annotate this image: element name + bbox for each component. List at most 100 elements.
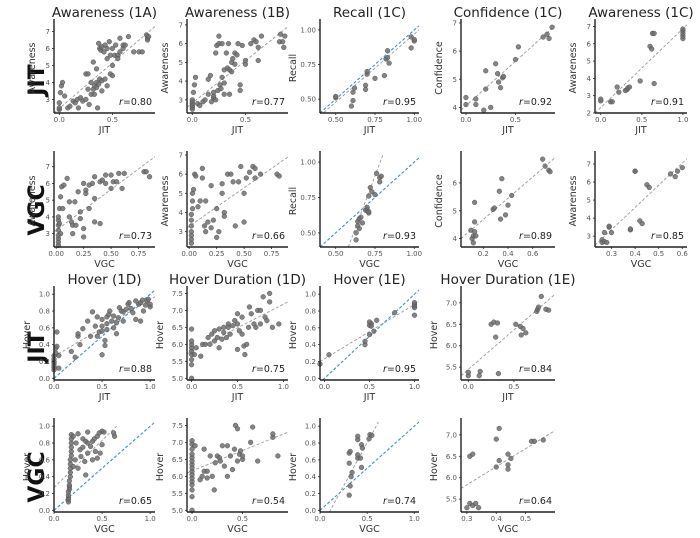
- data-point: [86, 205, 92, 212]
- data-point: [216, 33, 222, 39]
- data-point: [199, 473, 205, 479]
- y-tick-label: 0.6: [39, 324, 51, 332]
- y-tick-label: 3: [46, 230, 50, 238]
- data-point: [99, 323, 105, 329]
- x-tick-label: 0.25: [76, 250, 92, 258]
- x-axis-label: VGC: [227, 259, 248, 270]
- data-point: [502, 212, 509, 218]
- data-point: [505, 202, 511, 208]
- data-point: [491, 205, 497, 211]
- data-point: [204, 475, 210, 481]
- correlation-label: r=0.75: [252, 364, 285, 375]
- data-point: [67, 457, 73, 463]
- data-point: [540, 156, 546, 162]
- data-point: [236, 328, 242, 334]
- correlation-value: =0.66: [256, 231, 285, 242]
- data-point: [219, 74, 225, 80]
- correlation-symbol: r: [383, 231, 388, 242]
- data-point: [139, 49, 145, 55]
- data-point: [214, 206, 220, 212]
- x-axis-label: JIT: [501, 125, 514, 136]
- data-point: [70, 231, 76, 237]
- y-tick-label: 3: [46, 96, 50, 104]
- data-point: [83, 190, 89, 197]
- data-point: [189, 446, 195, 452]
- fit-line: [187, 301, 288, 355]
- data-point: [219, 41, 225, 47]
- data-point: [350, 97, 356, 104]
- y-axis-label: Confidence: [434, 41, 445, 95]
- y-tick-label: 3: [587, 233, 591, 241]
- data-point: [245, 324, 252, 330]
- data-point: [227, 331, 233, 337]
- data-point: [411, 37, 417, 43]
- y-tick-label: 4: [587, 75, 592, 83]
- data-point: [66, 214, 72, 220]
- data-point: [192, 443, 198, 449]
- correlation-symbol: r: [651, 97, 656, 108]
- data-point: [77, 209, 83, 215]
- data-point: [113, 331, 120, 337]
- panel-awareness-1c-jit: Awareness (1C) 0.0 0.5 1.0 2 3 4 5 6 7 JIT Awarenes…: [568, 5, 694, 136]
- data-point: [216, 345, 222, 351]
- data-point: [89, 309, 96, 315]
- x-tick-label: 0.4: [630, 250, 642, 258]
- data-point: [473, 500, 479, 507]
- correlation-value: =0.64: [523, 496, 552, 507]
- data-point: [348, 103, 355, 109]
- y-tick-label: 0.2: [39, 490, 50, 498]
- data-point: [608, 229, 615, 236]
- data-point: [211, 338, 218, 344]
- data-points: [346, 432, 375, 498]
- correlation-symbol: r: [383, 364, 388, 375]
- y-tick-label: 6.5: [446, 321, 457, 329]
- data-point: [232, 223, 238, 229]
- data-point: [359, 220, 366, 226]
- y-axis-label: Hover: [22, 321, 33, 349]
- x-tick-label: 1.0: [409, 383, 420, 391]
- data-point: [73, 222, 79, 228]
- data-point: [483, 86, 489, 92]
- data-point: [130, 310, 136, 316]
- data-point: [188, 229, 194, 235]
- correlation-label: r=0.66: [252, 231, 285, 242]
- y-tick-label: 7: [453, 20, 457, 28]
- data-points: [353, 170, 384, 243]
- x-axis-label: VGC: [498, 524, 519, 535]
- data-point: [496, 79, 502, 85]
- data-point: [146, 174, 153, 180]
- y-tick-label: 5: [453, 207, 457, 215]
- data-point: [191, 82, 198, 88]
- data-point: [237, 448, 244, 454]
- y-tick-label: 7.0: [172, 439, 183, 447]
- data-point: [252, 165, 258, 172]
- data-point: [56, 353, 62, 359]
- data-point: [117, 49, 123, 55]
- data-point: [616, 89, 622, 95]
- data-point: [92, 174, 98, 180]
- data-point: [505, 466, 511, 472]
- data-point: [75, 331, 81, 337]
- panel-hover-duration-1e-jit: Hover Duration (1E) 0.0 0.5 5.5 6.0 6.5 7.0 JIT…: [429, 272, 576, 403]
- x-axis-label: VGC: [498, 259, 519, 270]
- data-point: [102, 76, 108, 82]
- data-point: [384, 48, 391, 54]
- data-points: [65, 428, 118, 505]
- data-point: [496, 457, 502, 464]
- x-tick-label: 0.0: [48, 383, 59, 391]
- y-axis-label: Hover: [429, 321, 440, 349]
- x-tick-label: 0.75: [264, 250, 280, 258]
- data-point: [61, 182, 67, 188]
- data-point: [66, 199, 72, 205]
- data-point: [111, 433, 118, 439]
- x-axis-label: JIT: [98, 392, 111, 403]
- fit-line: [461, 293, 555, 377]
- data-point: [257, 307, 264, 313]
- data-point: [210, 217, 216, 223]
- y-tick-label: 7: [587, 23, 591, 31]
- data-point: [89, 457, 96, 463]
- data-point: [199, 175, 205, 181]
- y-tick-label: 5: [587, 58, 591, 66]
- x-tick-label: 0.0: [186, 383, 197, 391]
- data-points: [464, 425, 546, 511]
